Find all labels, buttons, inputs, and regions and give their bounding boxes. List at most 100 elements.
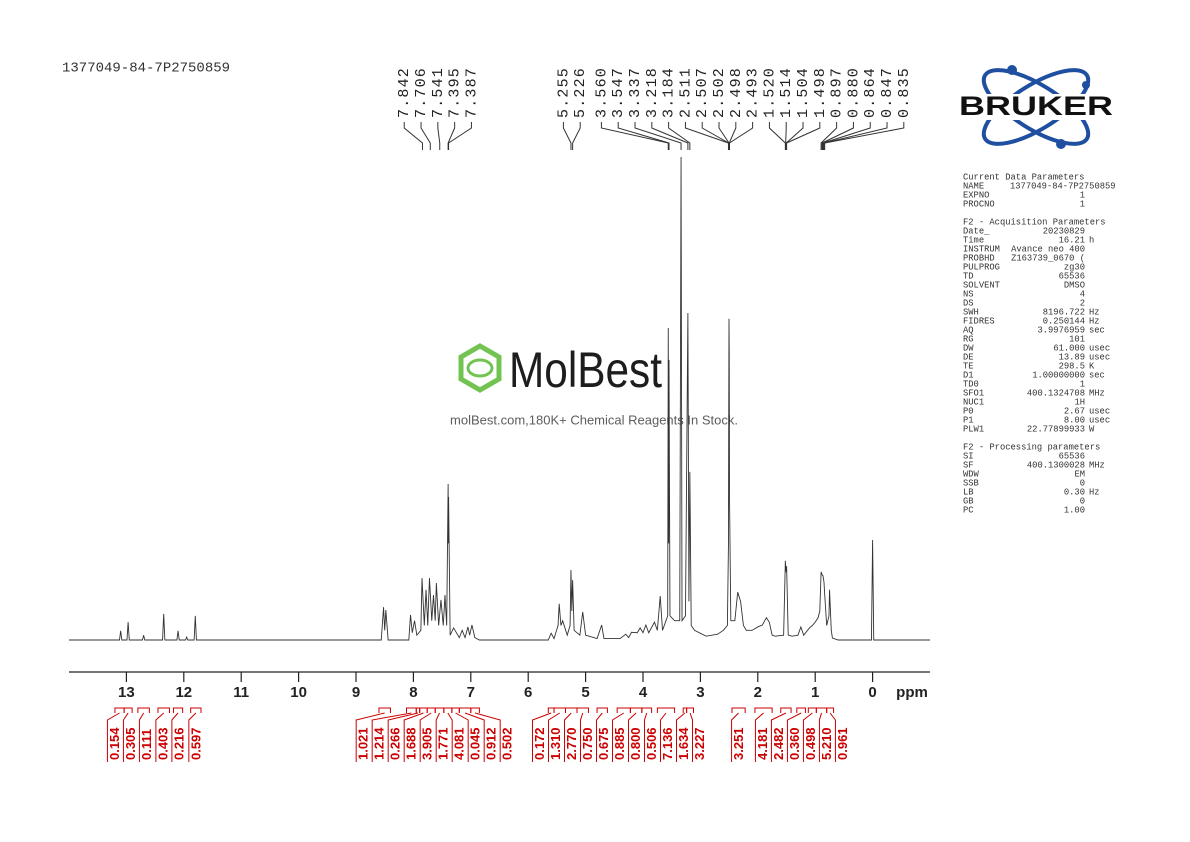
integral-connector — [818, 712, 822, 762]
logo-orbit — [981, 68, 1091, 146]
param-name: P0 — [963, 406, 974, 416]
integral-connector — [532, 712, 552, 762]
param-name: SWH — [963, 307, 979, 317]
integral-label: 0.111 — [139, 729, 154, 760]
param-section-title: F2 - Acquisition Parameters — [963, 217, 1106, 227]
peak-label: 3.184 — [661, 67, 678, 118]
integral-label: 0.506 — [644, 727, 659, 760]
param-section-title: F2 - Processing parameters — [963, 442, 1100, 452]
integral-connector — [628, 712, 637, 762]
integral-label: 0.305 — [123, 727, 138, 760]
integral-label: 1.214 — [372, 727, 387, 760]
param-name: DE — [963, 352, 974, 362]
param-unit: usec — [1089, 415, 1110, 425]
integral-connector — [770, 712, 787, 762]
param-unit: Hz — [1089, 487, 1100, 497]
param-name: Time — [963, 235, 984, 245]
integral-connector — [171, 712, 179, 762]
peak-connector — [822, 122, 871, 150]
integral-label: 1.688 — [404, 727, 419, 760]
param-unit: W — [1089, 424, 1095, 434]
peak-connector — [668, 122, 691, 150]
integral-label: 4.181 — [755, 727, 770, 760]
param-value: 298.5 — [1059, 361, 1085, 371]
param-name: NS — [963, 289, 974, 299]
integral-connector — [580, 712, 584, 762]
watermark-tagline: molBest.com,180K+ Chemical Reagents In S… — [450, 412, 738, 427]
integral-label: 0.750 — [580, 727, 595, 760]
integral-label: 3.905 — [420, 727, 435, 760]
integral-label: 4.081 — [452, 727, 467, 760]
peak-label: 1.514 — [778, 67, 795, 118]
param-value: 65536 — [1059, 451, 1085, 461]
peak-label: 3.547 — [610, 67, 627, 118]
param-name: SI — [963, 451, 974, 461]
peak-label: 2.511 — [677, 67, 694, 118]
param-value: 0.250144 — [1043, 316, 1085, 326]
x-tick-label: 1 — [811, 684, 819, 701]
param-value: 1 — [1080, 190, 1085, 200]
integral-label: 1.021 — [356, 727, 371, 760]
integral-bracket — [596, 707, 608, 713]
peak-connector — [821, 122, 854, 150]
peak-connector — [420, 122, 431, 150]
integral-label: 1.310 — [548, 727, 563, 760]
peak-label: 0.897 — [829, 67, 846, 118]
param-name: D1 — [963, 370, 974, 380]
param-unit: usec — [1089, 343, 1110, 353]
param-value: 3.9976959 — [1037, 325, 1085, 335]
watermark-hexagon — [458, 343, 502, 393]
watermark: MolBest molBest.com,180K+ Chemical Reage… — [450, 342, 738, 427]
param-value: 1.00000000 — [1032, 370, 1085, 380]
param-value: 1 — [1080, 379, 1085, 389]
integral-connector — [786, 712, 802, 762]
param-name: NUC1 — [963, 397, 984, 407]
integral-connector — [355, 712, 385, 762]
param-name: PC — [963, 505, 974, 515]
integral-bracket — [157, 707, 170, 713]
integral-connector — [829, 712, 836, 762]
peak-label: 5.255 — [555, 67, 572, 118]
param-name: FIDRES — [963, 316, 995, 326]
peak-connector — [785, 122, 787, 150]
peak-connector — [437, 122, 441, 150]
param-value: 1377049-84-7P2750859 — [1010, 181, 1116, 191]
param-value: 101 — [1069, 334, 1085, 344]
param-section-title: Current Data Parameters — [963, 172, 1084, 182]
param-value: zg30 — [1064, 262, 1085, 272]
param-unit: usec — [1089, 352, 1110, 362]
integral-bracket — [796, 707, 806, 713]
param-name: PULPROG — [963, 262, 1000, 272]
param-unit: usec — [1089, 406, 1110, 416]
x-tick-label: 3 — [696, 684, 704, 701]
integral-label: 2.482 — [771, 727, 786, 760]
x-tick-label: 7 — [467, 684, 475, 701]
param-unit: Hz — [1089, 316, 1100, 326]
param-value: 13.89 — [1059, 352, 1085, 362]
integral-connector — [802, 712, 813, 762]
peak-label: 5.226 — [572, 67, 589, 118]
logo-dot — [1007, 65, 1017, 75]
param-name: Date_ — [963, 226, 990, 236]
integral-label: 0.502 — [500, 727, 515, 760]
param-value: 400.1324708 — [1027, 388, 1085, 398]
x-tick-label: 8 — [409, 684, 417, 701]
param-value: 22.77899933 — [1027, 424, 1085, 434]
logo-dot — [1082, 81, 1090, 89]
logo-text: BRUKER — [959, 91, 1113, 121]
param-value: Avance neo 400 — [1011, 244, 1085, 254]
integral-connector — [644, 712, 648, 762]
integral-label: 0.885 — [612, 727, 627, 760]
integral-label: 0.045 — [468, 727, 483, 760]
integral-connector — [387, 712, 419, 762]
peak-label: 7.541 — [430, 67, 447, 118]
param-name: P1 — [963, 415, 974, 425]
param-unit: MHz — [1089, 460, 1105, 470]
integral-label: 2.770 — [564, 727, 579, 760]
param-unit: sec — [1089, 370, 1105, 380]
param-name: SFO1 — [963, 388, 984, 398]
logo-band — [958, 94, 1114, 120]
peak-label: 2.502 — [711, 67, 728, 118]
sample-id: 1377049-84-7P2750859 — [62, 61, 230, 77]
